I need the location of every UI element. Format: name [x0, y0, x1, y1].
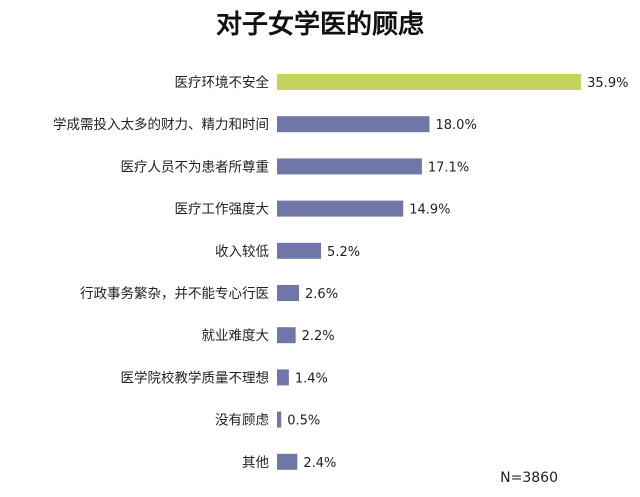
- category-label: 医疗人员不为患者所尊重: [121, 159, 270, 175]
- value-label: 2.4%: [303, 456, 336, 471]
- sample-size-note: N=3860: [500, 470, 558, 486]
- bar: [277, 158, 422, 175]
- category-label: 行政事务繁杂，并不能专心行医: [80, 286, 269, 302]
- bar: [277, 369, 289, 386]
- category-label: 其他: [242, 455, 269, 471]
- value-label: 2.6%: [305, 287, 338, 302]
- chart-title: 对子女学医的顾虑: [216, 9, 424, 40]
- category-label: 收入较低: [215, 244, 269, 260]
- value-label: 14.9%: [409, 203, 450, 218]
- category-label: 医疗环境不安全: [175, 74, 270, 91]
- category-label: 医疗工作强度大: [175, 202, 270, 218]
- bar: [277, 327, 296, 344]
- category-label: 学成需投入太多的财力、精力和时间: [53, 116, 269, 133]
- value-label: 18.0%: [436, 118, 477, 133]
- value-label: 0.5%: [287, 414, 320, 429]
- value-label: 17.1%: [428, 160, 469, 175]
- value-label: 5.2%: [327, 245, 360, 260]
- category-label: 就业难度大: [202, 328, 270, 344]
- bar-group: 医疗环境不安全 35.9% 学成需投入太多的财力、精力和时间 18.0% 医疗人员不为患…: [53, 74, 628, 471]
- bar: [277, 242, 322, 259]
- value-label: 1.4%: [295, 371, 328, 386]
- bar: [277, 285, 300, 301]
- bar: [277, 453, 298, 470]
- category-label: 没有顾虑: [215, 413, 269, 429]
- value-label: 2.2%: [302, 329, 335, 344]
- bar: [277, 200, 404, 217]
- bar: [277, 74, 582, 90]
- bar: [277, 411, 282, 428]
- bar: [277, 116, 430, 133]
- category-label: 医学院校教学质量不理想: [121, 369, 270, 386]
- value-label: 35.9%: [587, 76, 628, 91]
